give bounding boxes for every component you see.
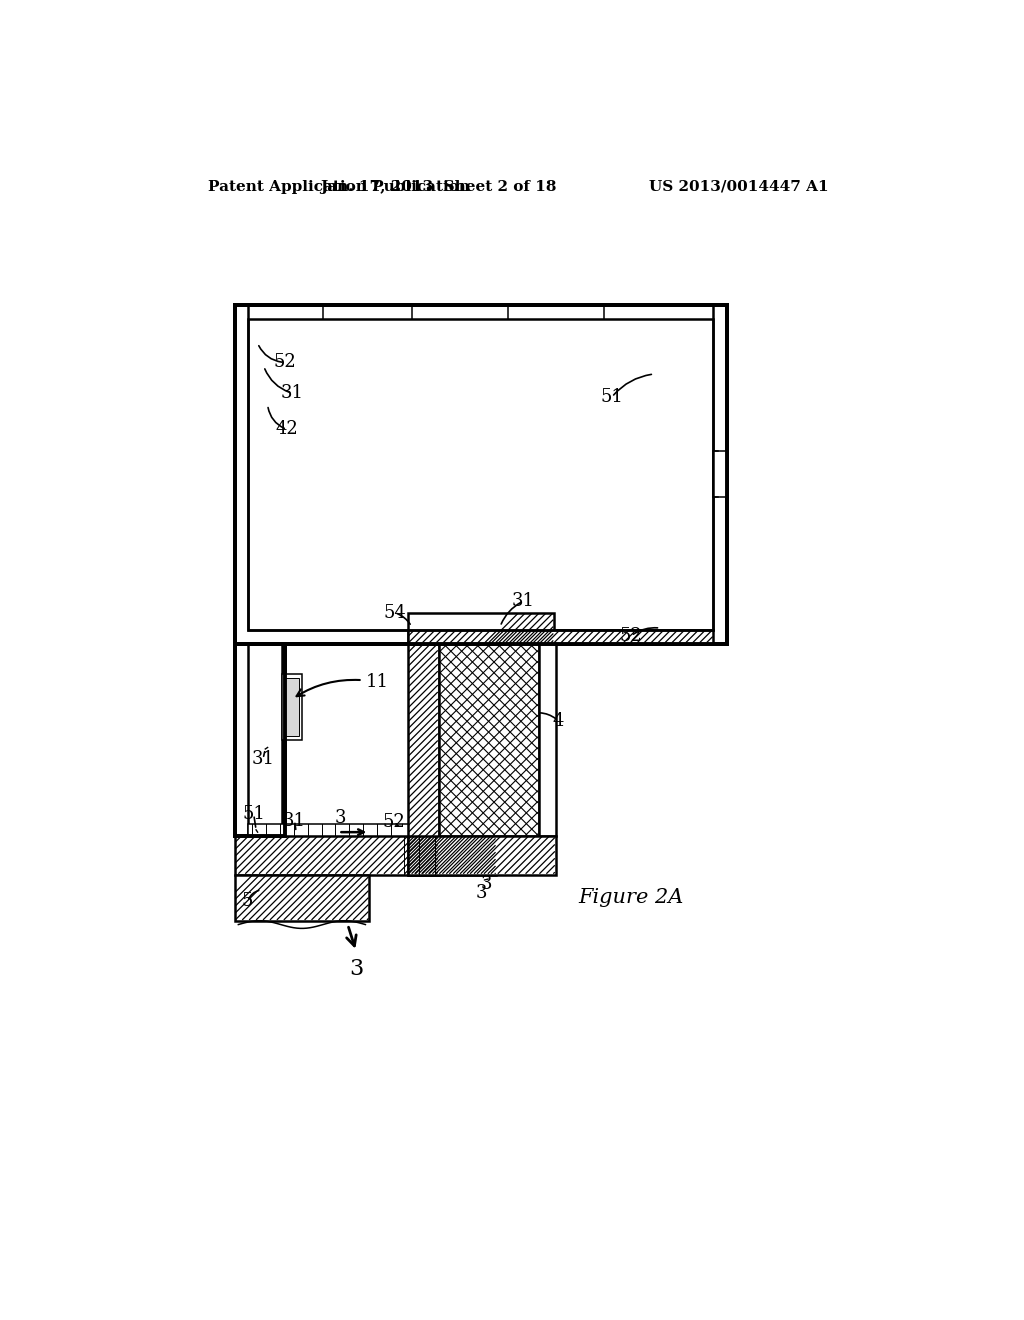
- Text: 42: 42: [275, 421, 298, 438]
- Text: US 2013/0014447 A1: US 2013/0014447 A1: [649, 180, 828, 194]
- Bar: [283, 675, 301, 739]
- Bar: [714, 451, 727, 498]
- Text: 31: 31: [283, 812, 306, 829]
- Bar: [234, 875, 370, 921]
- Text: 11: 11: [297, 673, 388, 696]
- Text: 5: 5: [242, 892, 253, 911]
- Bar: [249, 305, 714, 630]
- Bar: [285, 678, 299, 737]
- Text: 51: 51: [243, 805, 265, 824]
- Bar: [408, 630, 714, 644]
- Text: 31: 31: [252, 750, 274, 768]
- Bar: [539, 644, 556, 836]
- Text: Figure 2A: Figure 2A: [579, 888, 684, 907]
- Bar: [234, 305, 727, 644]
- Text: 52: 52: [620, 627, 642, 644]
- Text: 3: 3: [481, 875, 493, 892]
- Bar: [234, 644, 285, 836]
- Text: 52: 52: [273, 354, 296, 371]
- Text: 31: 31: [281, 384, 304, 403]
- Text: Jan. 17, 2013  Sheet 2 of 18: Jan. 17, 2013 Sheet 2 of 18: [321, 180, 557, 194]
- Text: 3: 3: [334, 809, 346, 826]
- Bar: [438, 644, 539, 836]
- Bar: [234, 644, 285, 836]
- Text: 4: 4: [552, 711, 563, 730]
- Bar: [249, 644, 283, 836]
- Text: 31: 31: [512, 593, 535, 610]
- Text: 51: 51: [600, 388, 624, 407]
- Bar: [408, 612, 554, 644]
- Text: 3: 3: [349, 958, 364, 979]
- Bar: [234, 305, 727, 644]
- Text: Patent Application Publication: Patent Application Publication: [208, 180, 470, 194]
- Bar: [249, 825, 408, 836]
- Bar: [408, 644, 438, 875]
- Bar: [408, 836, 556, 875]
- Text: 3: 3: [475, 884, 486, 902]
- Text: 52: 52: [383, 813, 406, 832]
- Bar: [234, 836, 497, 875]
- Bar: [249, 318, 714, 630]
- Text: 54: 54: [383, 603, 407, 622]
